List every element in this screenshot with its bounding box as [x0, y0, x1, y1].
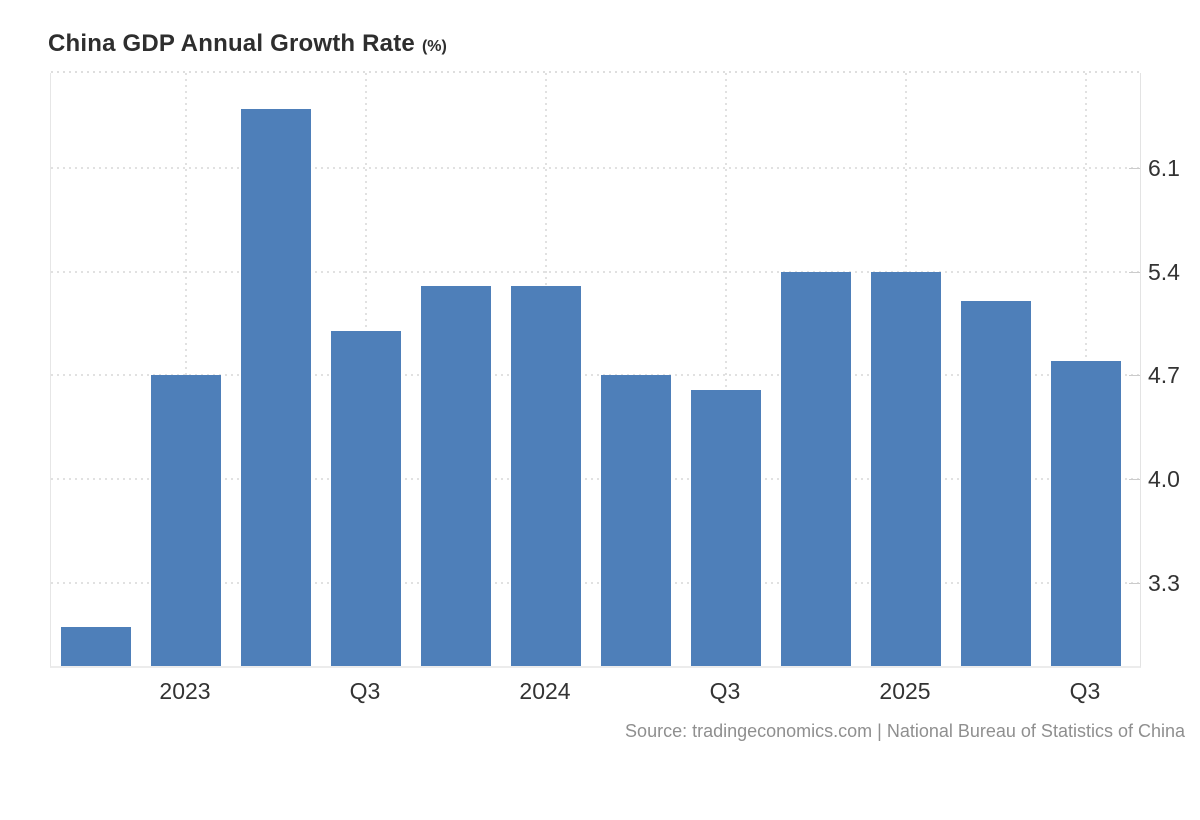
y-tick-label: 5.4 [1148, 258, 1180, 285]
y-tick-mark [1129, 583, 1140, 584]
x-axis-label: 2025 [879, 678, 931, 704]
y-tick-mark [1129, 375, 1140, 376]
plot-area [50, 71, 1141, 668]
gridline-vertical [725, 73, 727, 666]
x-axis-label: Q3 [1069, 678, 1101, 704]
y-tick-mark [1129, 272, 1140, 273]
y-tick-mark [1129, 168, 1140, 169]
x-axis-label: Q3 [709, 678, 741, 704]
x-axis-label: 2023 [159, 678, 211, 704]
bar[interactable] [781, 271, 851, 666]
gridline-vertical [185, 73, 187, 666]
bar[interactable] [511, 286, 581, 666]
y-tick-label: 3.3 [1148, 569, 1180, 596]
gridline-horizontal [51, 581, 1140, 584]
bar[interactable] [601, 375, 671, 666]
bar[interactable] [421, 286, 491, 666]
page-title: China GDP Annual Growth Rate (%) [48, 30, 447, 58]
y-tick-label: 4.7 [1148, 362, 1180, 389]
y-tick-mark [1129, 479, 1140, 480]
bar[interactable] [961, 301, 1031, 666]
gridline-horizontal [51, 374, 1140, 377]
gridline-horizontal [51, 270, 1140, 273]
y-tick-label: 4.0 [1148, 466, 1180, 493]
y-tick-label: 6.1 [1148, 154, 1180, 181]
source-attribution: Source: tradingeconomics.com | National … [625, 721, 1185, 741]
x-axis-label: 2024 [519, 678, 571, 704]
bar[interactable] [1051, 360, 1121, 666]
bar[interactable] [871, 271, 941, 666]
bar[interactable] [61, 627, 131, 666]
chart-title-unit: (%) [421, 38, 447, 55]
x-axis-label: Q3 [349, 678, 381, 704]
plot-top-border [51, 71, 1140, 73]
bar[interactable] [331, 330, 401, 666]
bar[interactable] [241, 108, 311, 666]
chart-title: China GDP Annual Growth Rate [48, 30, 415, 57]
gridline-horizontal [51, 166, 1140, 169]
bar[interactable] [151, 375, 221, 666]
bar[interactable] [691, 390, 761, 666]
gridline-horizontal [51, 478, 1140, 481]
